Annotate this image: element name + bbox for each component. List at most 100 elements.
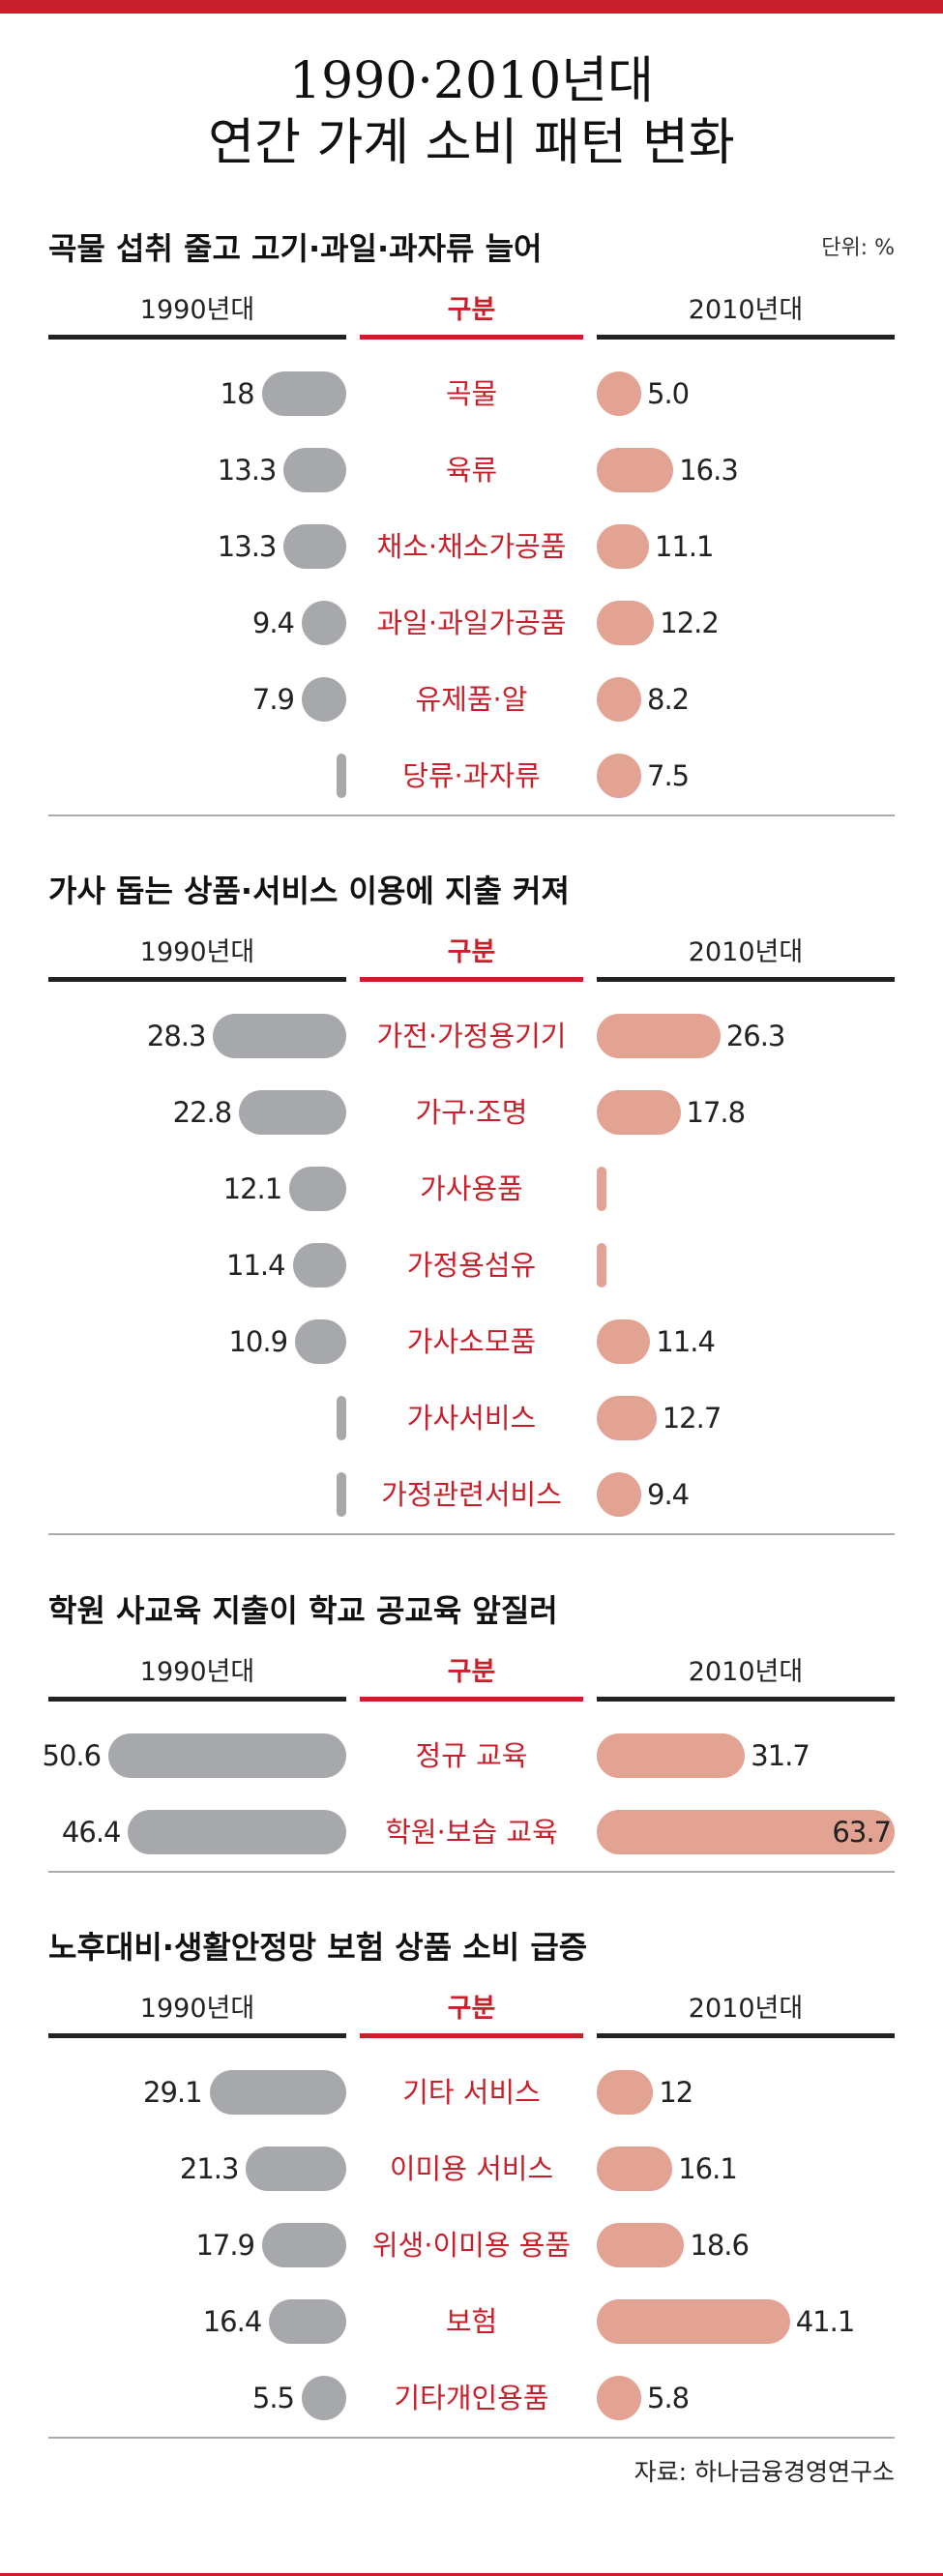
bar-2010s: [597, 2070, 654, 2115]
header-1990s: 1990년대: [139, 1657, 255, 1687]
bar-2010s: [597, 1733, 746, 1778]
header-2010s: 2010년대: [688, 1657, 804, 1687]
value-label-2010s: 41.1: [795, 2305, 856, 2338]
value-label-2010s: 18.6: [690, 2229, 750, 2262]
bar-1990s: [283, 524, 346, 569]
value-label-1990s: 5.5: [251, 2382, 295, 2414]
value-label-2010s: 11.4: [656, 1325, 716, 1358]
bar-2010s: [597, 524, 649, 569]
bar-1990s: [302, 2376, 346, 2420]
header-2010s: 2010년대: [688, 937, 804, 967]
header-2010s: 2010년대: [688, 295, 804, 325]
header-category: 구분: [447, 937, 496, 967]
value-label-2010s: 5.8: [647, 2382, 690, 2414]
bar-2010s: [597, 2299, 790, 2344]
chart-row: 12.1 가사용품: [48, 1167, 895, 1211]
value-label-2010s: 12.7: [662, 1402, 722, 1435]
unit-label: 단위: %: [821, 236, 895, 260]
chart-row: 18 곡물 5.0: [48, 371, 895, 416]
value-label-2010s: 16.3: [679, 454, 739, 487]
bottom-accent-line: [0, 2573, 943, 2576]
value-label-1990s: 22.8: [172, 1096, 233, 1129]
bar-2010s: [597, 1090, 681, 1135]
bar-1990s: [239, 1090, 346, 1135]
bar-2010s: [597, 2147, 673, 2191]
section-bottom-rule: [48, 1871, 895, 1873]
bar-1990s: [128, 1810, 346, 1854]
bar-2010s: [597, 371, 641, 416]
value-label-1990s: 12.1: [222, 1172, 283, 1205]
chart-row: 13.3 육류 16.3: [48, 448, 895, 492]
bar-2010s: [597, 1396, 657, 1440]
bar-2010s: [597, 677, 641, 722]
chart-row: 9.4 과일·과일가공품 12.2: [48, 601, 895, 645]
value-label-1990s: 18: [220, 377, 255, 410]
bar-1990s: [337, 1472, 346, 1517]
header-2010s: 2010년대: [688, 1994, 804, 2024]
chart-row: 13.3 채소·채소가공품 11.1: [48, 524, 895, 569]
section-bottom-rule: [48, 814, 895, 816]
value-label-1990s: 50.6: [42, 1739, 103, 1772]
header-rule-1990s: [48, 2033, 346, 2038]
bar-1990s: [246, 2147, 346, 2191]
header-rule-2010s: [597, 335, 895, 340]
category-label: 육류: [445, 454, 498, 487]
header-category: 구분: [447, 295, 496, 325]
bar-2010s: [597, 1167, 606, 1211]
bar-1990s: [262, 2223, 346, 2267]
value-label-2010s: 11.1: [654, 530, 715, 563]
chart-row: 가사서비스 12.7: [48, 1396, 895, 1440]
bar-2010s: [597, 1472, 641, 1517]
header-rule-1990s: [48, 977, 346, 982]
category-label: 유제품·알: [415, 683, 528, 716]
chart-row: 11.4 가정용섬유: [48, 1243, 895, 1288]
chart-title: 학원 사교육 지출이 학교 공교육 앞질러: [48, 1592, 558, 1629]
value-label-1990s: 7.9: [251, 683, 295, 716]
bar-1990s: [295, 1319, 346, 1364]
category-label: 당류·과자류: [402, 759, 541, 792]
bar-2010s: [597, 448, 674, 492]
chart-row: 21.3 이미용 서비스 16.1: [48, 2147, 895, 2191]
value-label-1990s: 28.3: [146, 1020, 207, 1052]
value-label-1990s: 11.4: [226, 1249, 286, 1282]
bar-1990s: [289, 1167, 346, 1211]
value-label-2010s: 12: [659, 2076, 693, 2109]
value-label-1990s: 16.4: [202, 2305, 263, 2338]
category-label: 채소·채소가공품: [376, 530, 567, 563]
value-label-2010s: 9.4: [647, 1478, 690, 1511]
value-label-2010s: 16.1: [678, 2152, 738, 2185]
bar-1990s: [261, 371, 346, 416]
header-rule-1990s: [48, 1697, 346, 1702]
value-label-2010s: 31.7: [751, 1739, 810, 1772]
category-label: 가정관련서비스: [381, 1478, 562, 1511]
bar-2010s: [597, 1319, 651, 1364]
category-label: 이미용 서비스: [389, 2152, 554, 2185]
category-label: 위생·이미용 용품: [371, 2229, 572, 2262]
top-accent-bar: [0, 0, 943, 14]
chart-title: 가사 돕는 상품·서비스 이용에 지출 커져: [48, 873, 570, 909]
bar-1990s: [108, 1733, 346, 1778]
chart-row: 17.9 위생·이미용 용품 18.6: [48, 2223, 895, 2267]
category-label: 기타 서비스: [402, 2076, 541, 2109]
chart-row: 7.9 유제품·알 8.2: [48, 677, 895, 722]
category-label: 과일·과일가공품: [376, 607, 567, 639]
bar-2010s: [597, 2223, 685, 2267]
category-label: 가사서비스: [406, 1402, 537, 1435]
header-category: 구분: [447, 1994, 496, 2024]
header-rule-2010s: [597, 977, 895, 982]
chart-row: 16.4 보험 41.1: [48, 2299, 895, 2344]
chart-row: 28.3 가전·가정용기기 26.3: [48, 1014, 895, 1058]
category-label: 보험: [445, 2305, 498, 2338]
category-label: 기타개인용품: [394, 2382, 549, 2414]
header-rule-1990s: [48, 335, 346, 340]
bar-1990s: [283, 448, 346, 492]
bar-1990s: [337, 754, 346, 798]
category-label: 가사용품: [420, 1172, 523, 1205]
value-label-2010s: 8.2: [647, 683, 690, 716]
bar-1990s: [269, 2299, 346, 2344]
chart-row: 50.6 정규 교육 31.7: [43, 1733, 895, 1778]
bar-2010s: [597, 1243, 606, 1288]
value-label-1990s: 29.1: [143, 2076, 203, 2109]
value-label-2010s: 5.0: [647, 377, 690, 410]
page-title-line2: 연간 가계 소비 패턴 변화: [208, 114, 735, 172]
